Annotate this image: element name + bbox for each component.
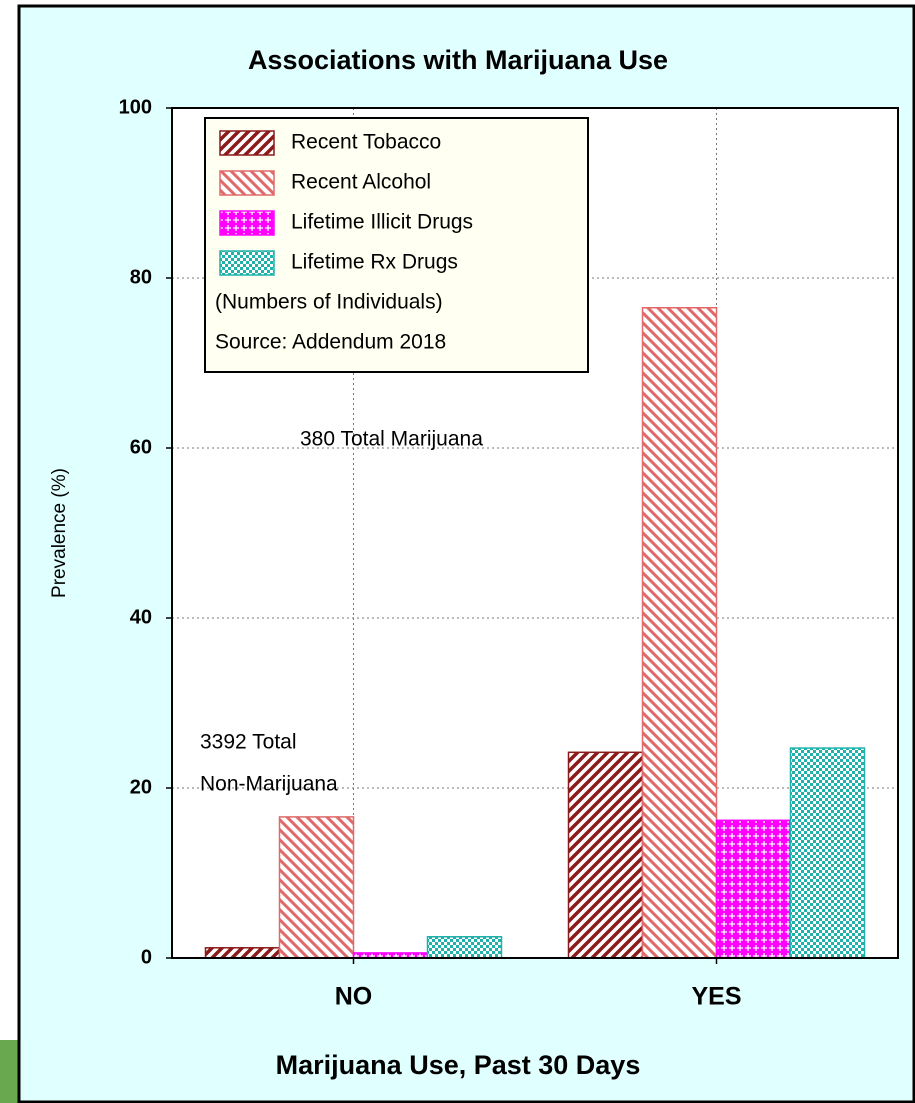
bar [204,947,281,959]
bar [278,816,355,959]
annotation: 380 Total Marijuana [300,428,483,451]
legend-swatch [219,210,275,236]
y-tick-label: 60 [130,436,152,458]
y-tick-label: 80 [130,266,152,288]
y-tick-label: 0 [141,946,152,968]
bar [641,307,718,959]
bar [789,747,866,959]
plot-frame [171,107,899,959]
legend-note: (Numbers of Individuals) [215,291,443,314]
legend-swatch [219,170,275,196]
y-tick-label: 100 [119,96,152,118]
legend-label: Lifetime Rx Drugs [291,251,458,274]
x-tick-label: YES [691,983,741,1011]
y-tick-label: 40 [130,606,152,628]
bar [426,936,503,959]
legend-label: Lifetime Illicit Drugs [291,211,473,234]
y-tick-label: 20 [130,776,152,798]
legend-box [204,117,589,373]
legend-swatch [219,250,275,276]
legend-label: Recent Alcohol [291,171,431,194]
y-axis-label: Prevalence (%) [49,468,70,598]
bar [715,819,792,959]
x-tick-label: NO [335,983,373,1011]
annotation: 3392 Total [200,731,297,754]
annotation: Non-Marijuana [200,773,338,796]
legend-swatch [219,130,275,156]
legend-label: Recent Tobacco [291,131,441,154]
legend-note: Source: Addendum 2018 [215,331,446,354]
x-axis-label: Marijuana Use, Past 30 Days [276,1050,641,1080]
side-strip [0,1040,18,1103]
bar [567,751,644,959]
chart-title: Associations with Marijuana Use [248,45,668,75]
